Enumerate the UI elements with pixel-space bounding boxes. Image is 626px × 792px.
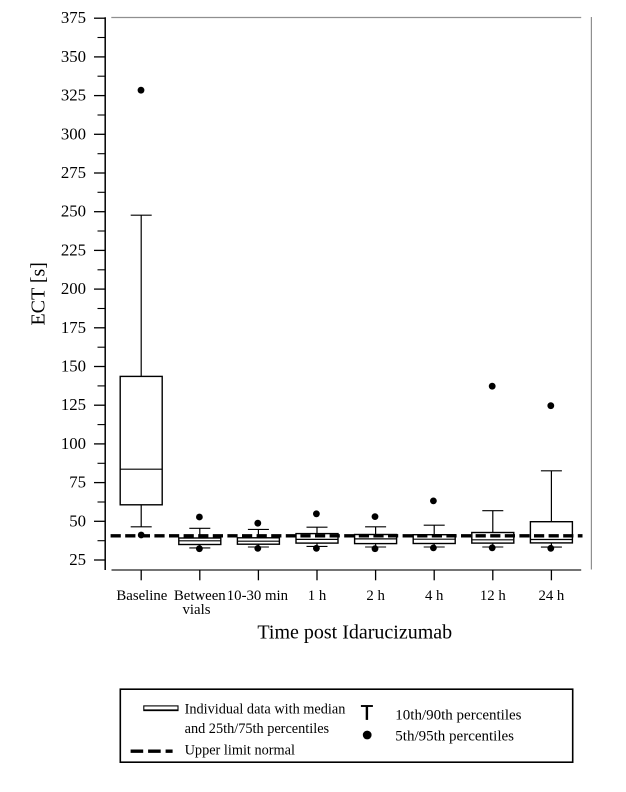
svg-text:25: 25 [69,550,86,569]
svg-text:vials: vials [183,602,211,618]
svg-text:12 h: 12 h [480,588,506,604]
svg-text:75: 75 [69,473,86,492]
svg-text:325: 325 [61,86,86,105]
svg-text:Individual data with median: Individual data with median [185,702,346,718]
svg-text:5th/95th percentiles: 5th/95th percentiles [395,728,514,744]
svg-text:Upper limit normal: Upper limit normal [185,742,295,758]
svg-text:250: 250 [61,202,86,221]
svg-text:125: 125 [61,395,86,414]
svg-text:2 h: 2 h [366,588,385,604]
svg-text:100: 100 [61,434,86,453]
svg-text:175: 175 [61,318,86,337]
svg-text:350: 350 [61,47,86,66]
svg-text:300: 300 [61,124,86,143]
svg-text:150: 150 [61,357,86,376]
svg-text:ECT [s]: ECT [s] [27,262,49,326]
svg-text:10th/90th percentiles: 10th/90th percentiles [395,708,521,724]
svg-text:200: 200 [61,279,86,298]
svg-text:10-30 min: 10-30 min [227,588,289,604]
svg-text:Between: Between [174,588,226,604]
svg-text:225: 225 [61,240,86,259]
svg-text:and 25th/75th percentiles: and 25th/75th percentiles [185,721,330,737]
svg-text:Time post Idarucizumab: Time post Idarucizumab [257,621,452,643]
svg-text:24 h: 24 h [538,588,564,604]
svg-text:50: 50 [69,511,86,530]
svg-text:1 h: 1 h [308,588,327,604]
svg-text:4 h: 4 h [425,588,444,604]
svg-text:275: 275 [61,163,86,182]
svg-text:375: 375 [61,8,86,27]
svg-text:Baseline: Baseline [116,588,167,604]
